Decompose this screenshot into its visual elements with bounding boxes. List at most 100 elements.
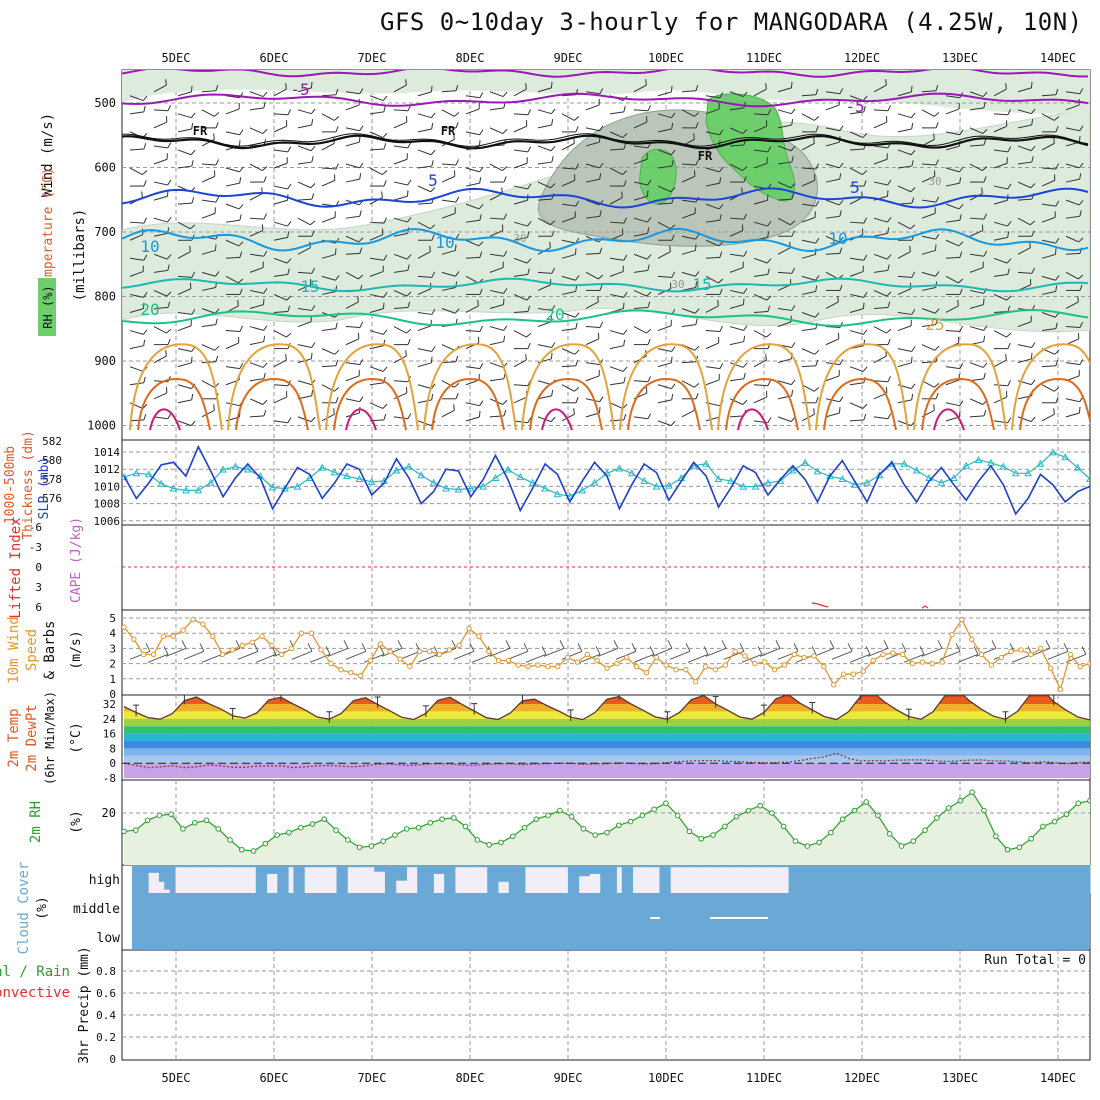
wind-barb-flag bbox=[1030, 145, 1036, 152]
wind-barb-flag bbox=[622, 366, 628, 372]
rh-point bbox=[816, 839, 822, 846]
cloud-bar bbox=[401, 865, 407, 881]
wind-barb-flag bbox=[1031, 118, 1034, 126]
wind-barb bbox=[465, 402, 480, 407]
wind-barb bbox=[633, 109, 649, 112]
wind-barb bbox=[297, 247, 311, 255]
wind-barb-flag bbox=[719, 92, 724, 98]
wind-barb bbox=[153, 232, 168, 237]
wind-barb-flag bbox=[883, 640, 889, 649]
cloud-bar bbox=[212, 865, 219, 868]
wind-barb-flag bbox=[405, 350, 407, 357]
wind-barb-flag bbox=[791, 304, 796, 311]
wind-barb-flag bbox=[743, 288, 748, 294]
wind-barb-flag bbox=[911, 308, 916, 315]
thickness-point bbox=[739, 482, 748, 490]
wind-barb bbox=[297, 307, 312, 311]
wind-barb-flag bbox=[575, 200, 580, 207]
wind-barb-flag bbox=[718, 204, 724, 210]
wind-barb bbox=[753, 221, 768, 227]
wind-barb bbox=[465, 305, 479, 313]
wind-barb bbox=[327, 647, 349, 657]
wind-barb bbox=[201, 249, 216, 255]
wind-barb-flag bbox=[215, 159, 219, 166]
wind-barb-flag bbox=[647, 179, 652, 186]
wind-point bbox=[377, 641, 383, 647]
cloud-bar bbox=[600, 865, 607, 893]
wind-barb bbox=[513, 185, 528, 190]
wind-barb bbox=[849, 131, 863, 139]
wind-barb bbox=[609, 330, 624, 335]
wind-barb-flag bbox=[863, 413, 867, 421]
wind-barb-flag bbox=[215, 122, 219, 129]
cloud-low-middle bbox=[132, 893, 1090, 949]
wind-barb-flag bbox=[143, 339, 146, 346]
rh-point bbox=[663, 800, 669, 807]
wind-barb-flag bbox=[407, 179, 412, 186]
side-label-2m-dewpt: 2m DewPt bbox=[24, 704, 40, 771]
wind-barb-flag bbox=[645, 79, 647, 86]
wind-barb bbox=[609, 111, 624, 115]
wind-point bbox=[357, 673, 364, 679]
wind-barb-flag bbox=[190, 85, 193, 92]
wind-barb bbox=[921, 380, 935, 388]
wind-point bbox=[742, 653, 748, 659]
wind-barb-flag bbox=[647, 216, 652, 223]
wind-barb bbox=[513, 359, 527, 368]
wind-barb bbox=[633, 158, 648, 165]
thickness-point bbox=[949, 474, 958, 482]
wind-barb bbox=[561, 253, 576, 259]
wind-barb bbox=[873, 355, 887, 364]
cloud-bar bbox=[729, 865, 736, 868]
wind-barb-flag bbox=[623, 292, 628, 298]
temp-band bbox=[124, 726, 1090, 734]
wind-barb bbox=[369, 366, 384, 372]
cloud-bar bbox=[228, 865, 235, 868]
wind-barb-flag bbox=[262, 129, 268, 134]
cloud-bar bbox=[820, 865, 827, 893]
wind-barb bbox=[921, 647, 943, 657]
wind-barb-flag bbox=[613, 640, 619, 649]
wind-barb bbox=[417, 149, 432, 156]
wind-barb-flag bbox=[382, 302, 385, 309]
wind-barb-flag bbox=[167, 264, 170, 271]
wind-barb bbox=[657, 165, 672, 169]
wind-barb-flag bbox=[767, 109, 771, 116]
wind-barb bbox=[513, 257, 528, 264]
wind-barb-flag bbox=[1006, 258, 1012, 264]
wind-barb-flag bbox=[383, 105, 386, 112]
wind-barb-flag bbox=[143, 329, 148, 335]
contour-line bbox=[149, 408, 181, 431]
cloud-tick-label: middle bbox=[73, 902, 120, 917]
wind-barb-flag bbox=[190, 149, 196, 156]
rh-point bbox=[122, 828, 127, 835]
wind-barb-flag bbox=[406, 291, 412, 297]
wind-barb bbox=[183, 650, 205, 660]
wind-barb bbox=[669, 650, 691, 660]
cloud-bar bbox=[1063, 865, 1069, 893]
thickness-point bbox=[281, 484, 289, 492]
cloud-bar bbox=[1030, 865, 1037, 893]
wind-barb-flag bbox=[595, 646, 601, 655]
wind-barb bbox=[831, 650, 853, 660]
wind-point bbox=[515, 662, 521, 668]
wind-barb bbox=[177, 149, 192, 156]
wind-barb-flag bbox=[887, 105, 891, 112]
wind-barb-flag bbox=[167, 413, 172, 420]
wind-barb bbox=[561, 365, 577, 368]
wind-barb-flag bbox=[358, 274, 364, 280]
wind-barb-flag bbox=[742, 91, 748, 97]
wind-barb-flag bbox=[718, 241, 724, 247]
cloud-bar bbox=[277, 865, 284, 893]
contour-line bbox=[333, 378, 407, 431]
wind-barb bbox=[561, 179, 575, 187]
wind-barb bbox=[345, 412, 360, 418]
wind-barb bbox=[465, 416, 480, 422]
cloud-bar bbox=[449, 865, 456, 893]
cloud-bar bbox=[438, 865, 445, 874]
wind-barb bbox=[1041, 253, 1056, 259]
wind-barb bbox=[249, 230, 263, 237]
wind-barb bbox=[1017, 416, 1032, 423]
wind-barb bbox=[969, 107, 984, 111]
